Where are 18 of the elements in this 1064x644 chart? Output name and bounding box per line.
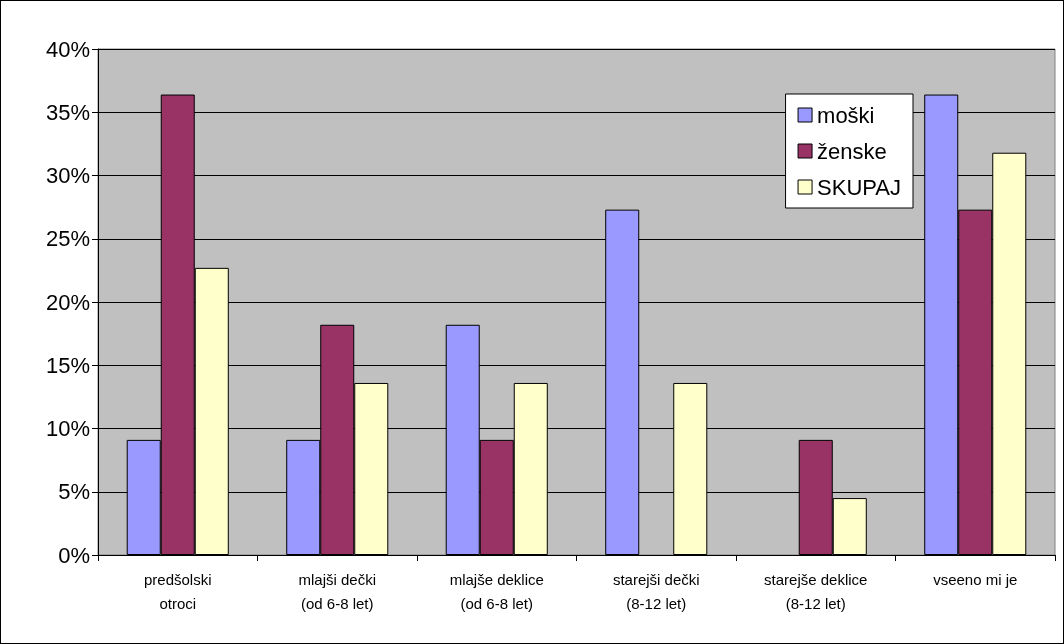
- legend-label: SKUPAJ: [817, 174, 901, 200]
- x-tick-label: starejši dečki (8-12 let): [612, 570, 700, 612]
- y-tick-label: 30%: [45, 163, 90, 188]
- legend-label: moški: [817, 102, 875, 128]
- y-tick-label: 0%: [58, 542, 90, 568]
- x-tick-label: mlajše deklice (od 6-8 let): [449, 570, 544, 612]
- y-tick-label: 5%: [58, 479, 90, 505]
- y-tick-label: 40%: [45, 36, 90, 62]
- legend-label: ženske: [817, 138, 887, 164]
- x-tick-label: predšolski otroci: [143, 570, 212, 612]
- y-tick-label: 35%: [45, 99, 90, 125]
- x-tick-label: starejše deklice (8-12 let): [764, 570, 868, 612]
- y-tick-label: 10%: [45, 416, 90, 441]
- y-tick-label: 15%: [45, 352, 90, 378]
- y-tick-label: 25%: [45, 226, 90, 252]
- x-tick-label: vseeno mi je: [933, 570, 1018, 588]
- y-tick-label: 20%: [45, 289, 90, 315]
- x-tick-label: mlajši dečki (od 6-8 let): [298, 570, 377, 612]
